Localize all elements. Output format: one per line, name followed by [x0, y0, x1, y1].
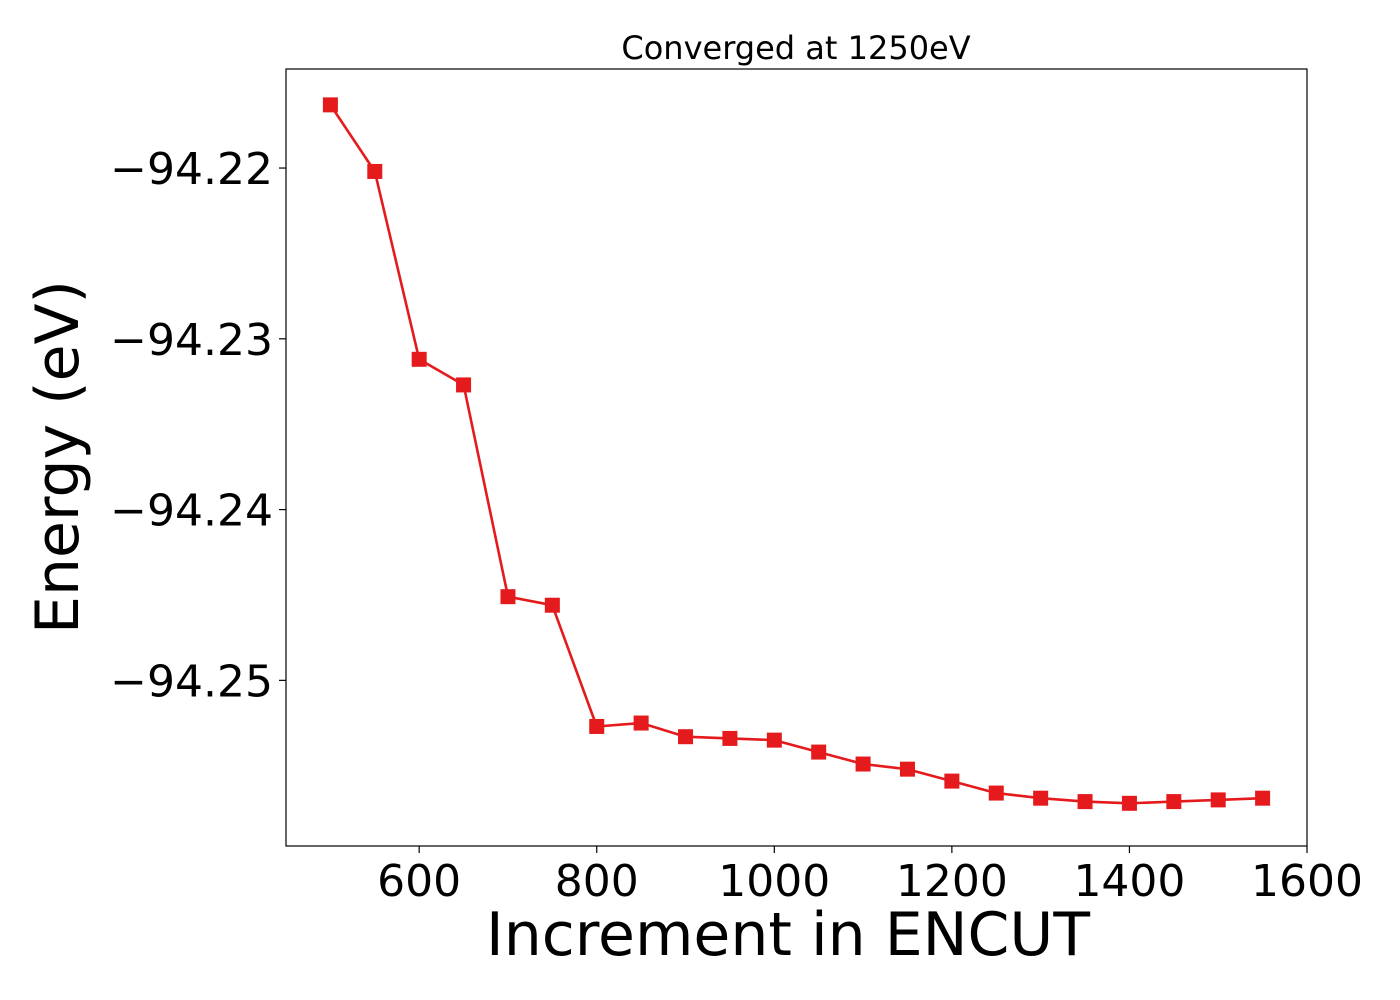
data-point-marker [722, 730, 738, 746]
plot-area [285, 68, 1308, 847]
data-point-marker [855, 756, 871, 772]
data-point-marker [589, 718, 605, 734]
data-point-marker [899, 761, 915, 777]
x-tick-label: 600 [377, 856, 461, 907]
data-point-marker [1210, 792, 1226, 808]
data-point-marker [322, 97, 338, 113]
data-point-marker [1166, 794, 1182, 810]
data-point-marker [367, 163, 383, 179]
plot-frame [285, 68, 1308, 847]
data-point-marker [1121, 795, 1137, 811]
data-point-marker [1077, 794, 1093, 810]
data-point-marker [1033, 790, 1049, 806]
data-point-marker [766, 732, 782, 748]
series-layer [322, 97, 1271, 811]
x-axis-label: Increment in ENCUT [486, 900, 1090, 970]
x-tick-label: 800 [555, 856, 639, 907]
data-point-marker [944, 773, 960, 789]
data-point-marker [633, 715, 649, 731]
data-point-marker [500, 589, 516, 605]
y-tick-label: −94.25 [110, 656, 273, 707]
chart-title: Converged at 1250eV [621, 29, 970, 67]
x-tick-label: 1200 [896, 856, 1008, 907]
data-point-marker [988, 785, 1004, 801]
data-point-marker [544, 597, 560, 613]
y-tick-label: −94.22 [110, 144, 273, 195]
data-point-marker [1255, 790, 1271, 806]
y-tick-label: −94.23 [110, 315, 273, 366]
data-point-marker [411, 351, 427, 367]
data-point-marker [456, 377, 472, 393]
data-point-marker [811, 744, 827, 760]
x-tick-label: 1000 [718, 856, 830, 907]
x-tick-label: 1600 [1251, 856, 1363, 907]
x-tick-label: 1400 [1073, 856, 1185, 907]
series-line [329, 104, 1263, 805]
y-axis: −94.22 −94.23 −94.24 −94.25 [110, 144, 286, 707]
data-point-marker [678, 729, 694, 745]
y-tick-label: −94.24 [110, 486, 273, 537]
x-axis: 600 800 1000 1200 1400 1600 [377, 846, 1363, 907]
y-axis-label: Energy (eV) [23, 280, 93, 634]
